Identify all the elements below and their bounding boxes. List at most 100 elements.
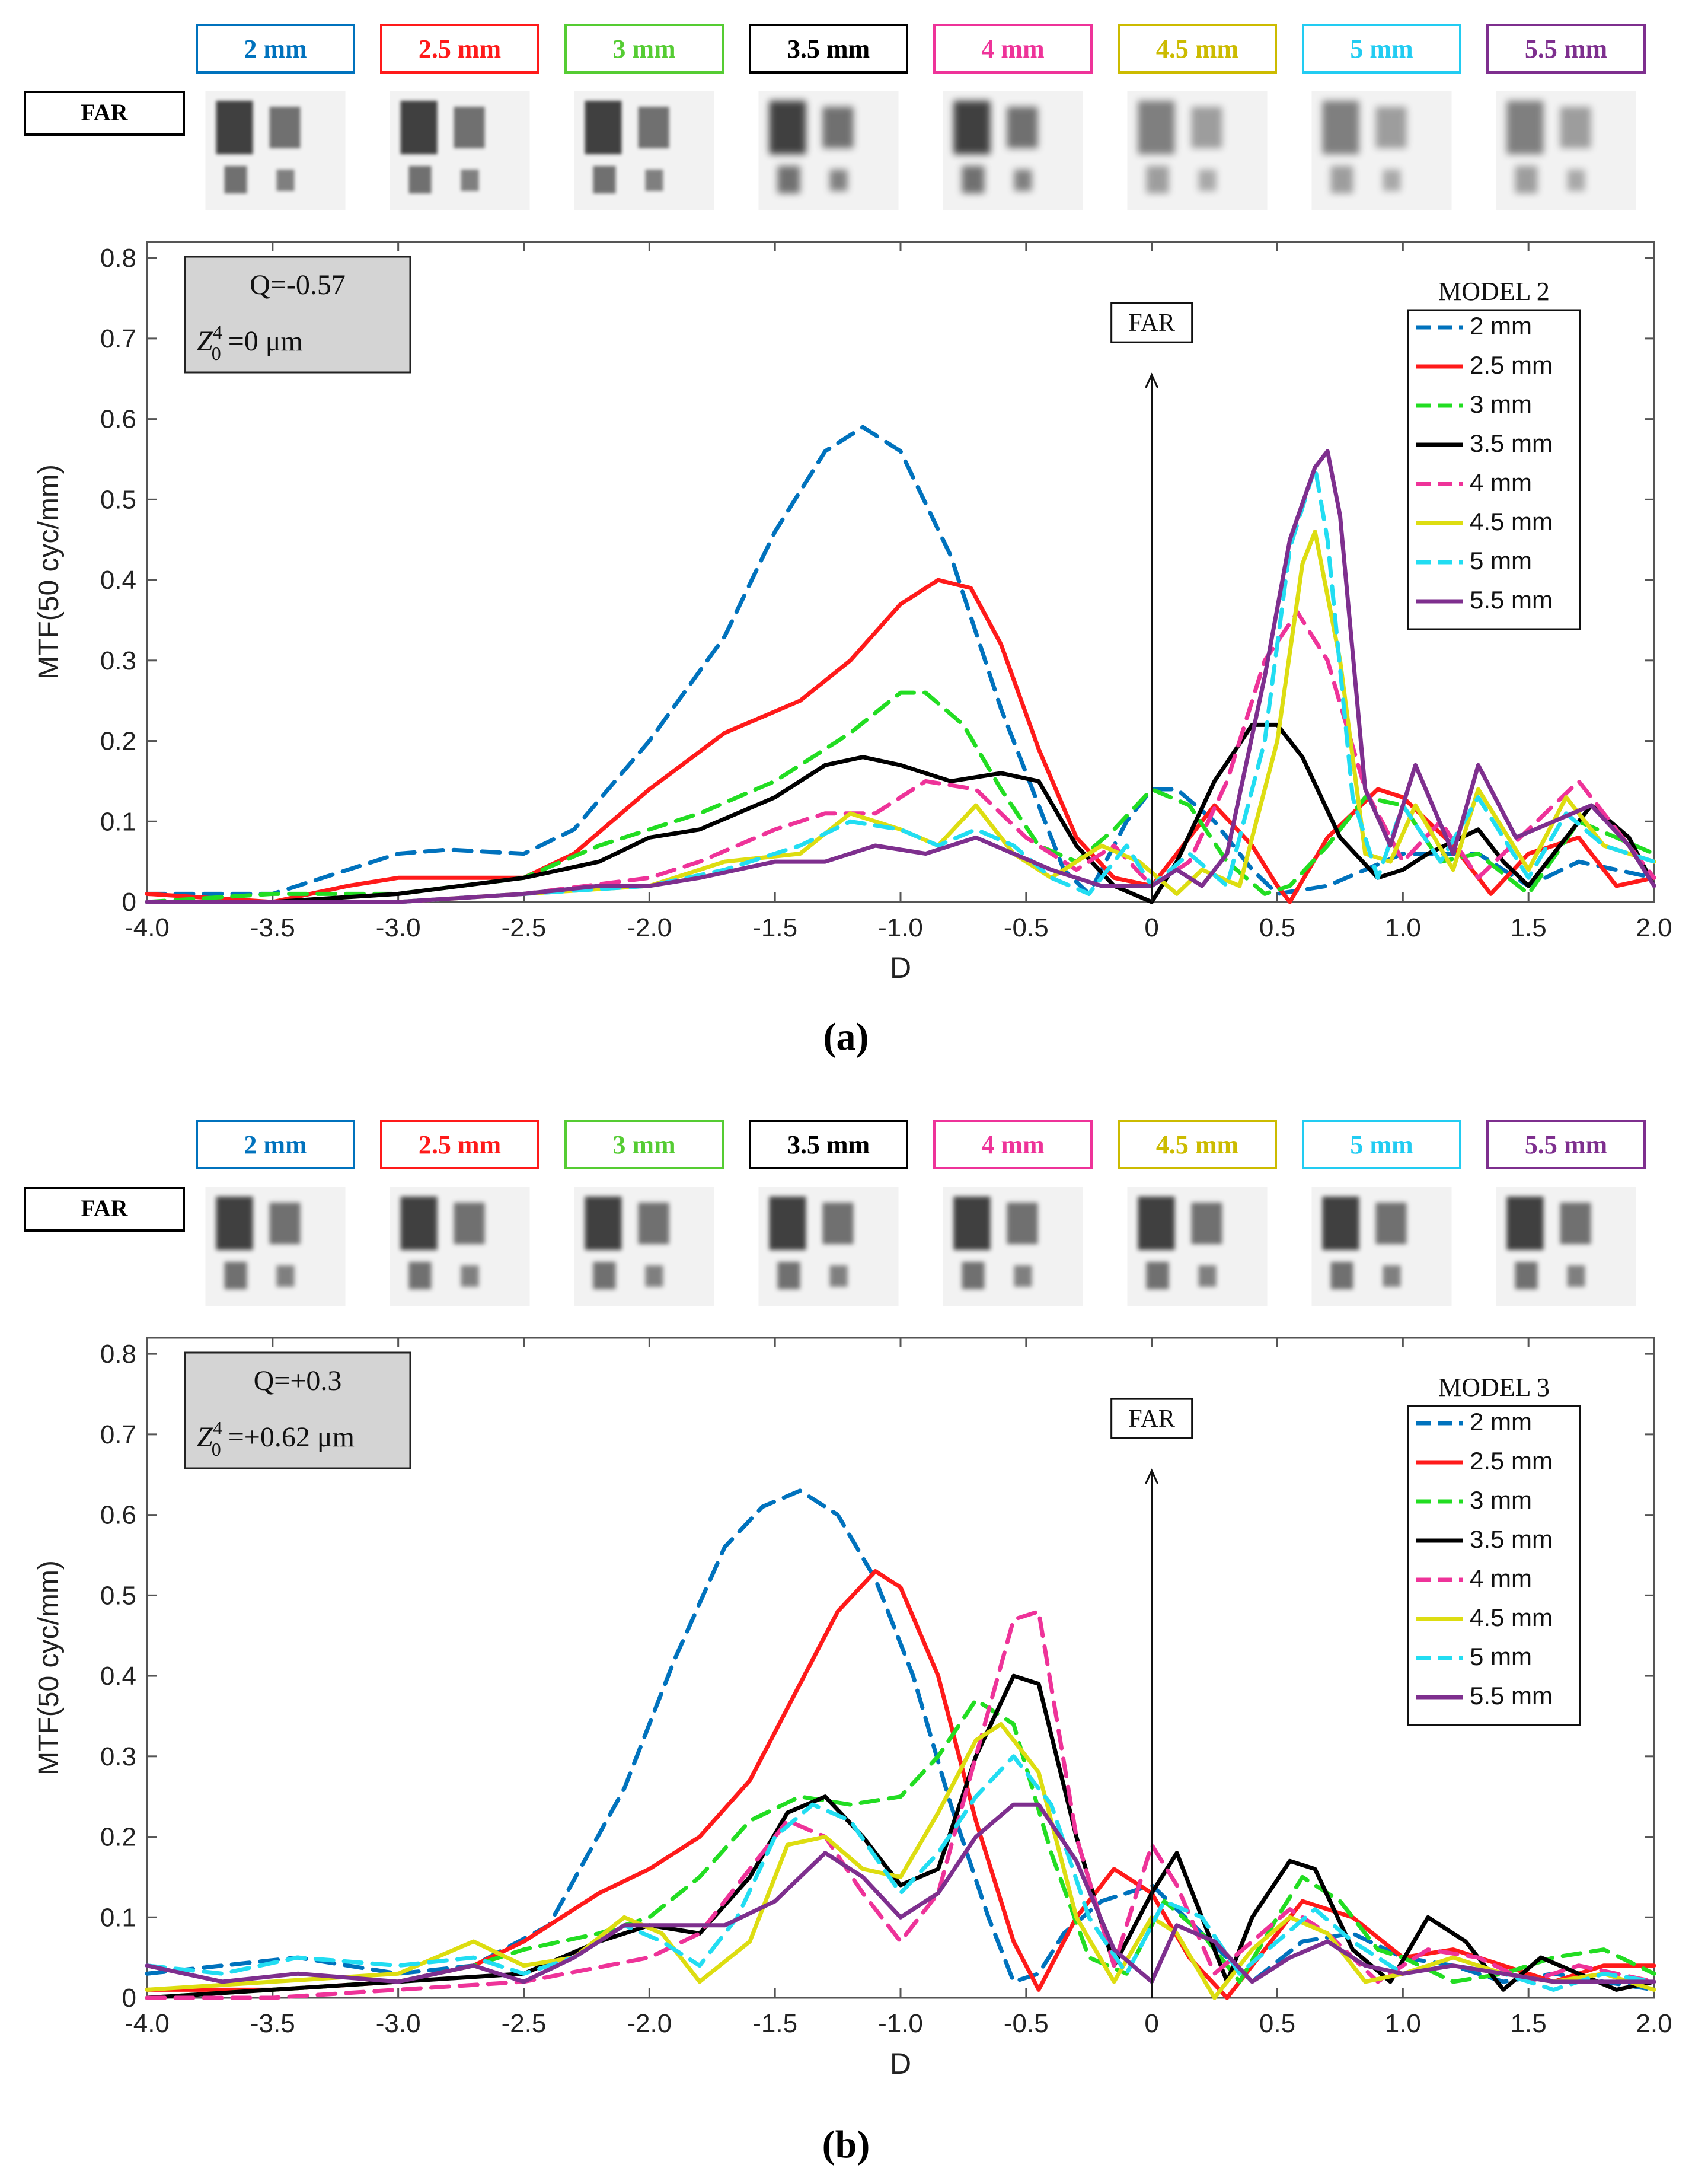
- aperture-box-2: [564, 1120, 724, 1169]
- x-tick-label: 0: [1144, 2009, 1158, 2038]
- optotype-thumbnail-1: [390, 91, 530, 210]
- optotype-thumbnail-3: [758, 91, 899, 210]
- optotype-thumbnail-7: [1496, 91, 1636, 210]
- optotype-thumbnail-2: [574, 91, 714, 210]
- aperture-label-4: 4 mm: [981, 1130, 1044, 1159]
- aperture-label-6: 5 mm: [1350, 34, 1413, 63]
- far-box-label-a: FAR: [81, 99, 128, 126]
- aperture-label-2: 3 mm: [612, 1130, 675, 1159]
- optotype-thumbnail-3: [758, 1187, 899, 1306]
- x-tick-label: 1.5: [1511, 913, 1547, 942]
- aperture-box-7: [1486, 24, 1646, 74]
- series-line-5-mm: [145, 1754, 1656, 1992]
- x-tick-label: 0.5: [1259, 2009, 1295, 2038]
- x-tick-label: 2.0: [1636, 2009, 1672, 2038]
- x-tick-label: -2.5: [502, 913, 547, 942]
- y-tick-label: 0.1: [100, 1903, 136, 1932]
- legend-label: 3 mm: [1470, 1486, 1532, 1514]
- far-marker-label: FAR: [1128, 1405, 1175, 1433]
- aperture-label-6: 5 mm: [1350, 1130, 1413, 1159]
- aperture-box-0: [196, 24, 355, 74]
- aperture-label-7: 5.5 mm: [1525, 34, 1607, 63]
- optotype-thumbnail-2: [574, 1187, 714, 1306]
- x-tick-label: -3.0: [376, 913, 421, 942]
- aperture-label-1: 2.5 mm: [419, 34, 501, 63]
- x-tick-label: -1.0: [878, 2009, 923, 2038]
- aperture-box-3: [749, 24, 908, 74]
- x-tick-label: 0: [1144, 913, 1158, 942]
- aperture-box-5: [1118, 24, 1277, 74]
- series-line-4-5-mm: [145, 530, 1656, 904]
- aperture-box-2: [564, 24, 724, 74]
- panel-b: 2 mm 2.5 mm 3 mm 3.5 mm 4 mm 4.5 mm 5 mm 5.5 mm…: [24, 1120, 1672, 2166]
- legend-label: 2 mm: [1470, 1408, 1532, 1436]
- optotype-thumbnail-1: [390, 1187, 530, 1306]
- y-tick-label: 0.7: [100, 324, 136, 353]
- optotype-thumbnail-0: [205, 1187, 346, 1306]
- aperture-header-a: 2 mm 2.5 mm 3 mm 3.5 mm 4 mm 4.5 mm 5 mm 5.5 mm: [196, 24, 1646, 210]
- panel-label-b: (b): [822, 2123, 870, 2166]
- model-label: MODEL 3: [1438, 1373, 1550, 1402]
- legend-label: 3.5 mm: [1470, 429, 1553, 457]
- aperture-box-1: [380, 24, 539, 74]
- x-tick-label: 0.5: [1259, 913, 1295, 942]
- x-axis-label: D: [890, 951, 911, 984]
- x-tick-label: -2.0: [627, 2009, 672, 2038]
- aperture-box-0: [196, 1120, 355, 1169]
- aperture-label-3: 3.5 mm: [787, 1130, 870, 1159]
- aperture-label-5: 4.5 mm: [1156, 1130, 1238, 1159]
- legend-box: [1407, 1405, 1581, 1726]
- aperture-box-1: [380, 1120, 539, 1169]
- y-tick-label: 0.4: [100, 1662, 136, 1691]
- series-line-4-mm: [145, 610, 1656, 904]
- legend-label: 2.5 mm: [1470, 1447, 1553, 1475]
- x-tick-label: -3.0: [376, 2009, 421, 2038]
- x-axis-label: D: [890, 2047, 911, 2080]
- model-label: MODEL 2: [1438, 277, 1550, 306]
- far-box-label-b: FAR: [81, 1195, 128, 1222]
- optotype-thumbnail-6: [1311, 1187, 1452, 1306]
- aperture-box-6: [1302, 24, 1461, 74]
- aperture-box-4: [933, 1120, 1093, 1169]
- y-tick-label: 0.6: [100, 405, 136, 434]
- y-axis-label: MTF(50 cyc/mm): [33, 464, 65, 680]
- aperture-label-4: 4 mm: [981, 34, 1044, 63]
- y-tick-label: 0: [122, 1984, 136, 2013]
- legend-label: 4.5 mm: [1470, 508, 1553, 535]
- aperture-box-5: [1118, 1120, 1277, 1169]
- y-tick-label: 0.3: [100, 646, 136, 675]
- y-tick-label: 0.1: [100, 807, 136, 836]
- x-tick-label: -1.5: [752, 913, 797, 942]
- q-value: Q=+0.3: [254, 1365, 342, 1397]
- far-marker-label: FAR: [1128, 310, 1175, 337]
- panel-label-a: (a): [823, 1015, 869, 1058]
- optotype-thumbnail-6: [1311, 91, 1452, 210]
- far-marker-box: [1110, 302, 1193, 343]
- series-line-2-mm: [145, 425, 1656, 896]
- mtf-plot-b: -4.0 -3.5 -3.0 -2.5 -2.0 -1.5 -1.0 -0.5 0 0.5 1.0 1…: [33, 1337, 1672, 2080]
- y-axis-label: MTF(50 cyc/mm): [33, 1560, 65, 1775]
- optotype-thumbnail-4: [943, 91, 1083, 210]
- series-line-5-5-mm: [145, 449, 1656, 904]
- optotype-thumbnail-5: [1127, 91, 1268, 210]
- y-tick-label: 0.3: [100, 1742, 136, 1771]
- aperture-box-3: [749, 1120, 908, 1169]
- info-box: [184, 1351, 411, 1469]
- y-tick-label: 0.4: [100, 566, 136, 595]
- optotype-thumbnail-0: [205, 91, 346, 210]
- aperture-box-4: [933, 24, 1093, 74]
- x-tick-label: 1.0: [1385, 913, 1421, 942]
- x-tick-label: -0.5: [1004, 913, 1049, 942]
- legend-box: [1407, 309, 1581, 630]
- legend-label: 3.5 mm: [1470, 1525, 1553, 1553]
- x-tick-label: -4.0: [124, 2009, 170, 2038]
- far-marker-arrowhead: [1145, 1468, 1159, 1484]
- optotype-thumbnail-7: [1496, 1187, 1636, 1306]
- aperture-label-1: 2.5 mm: [419, 1130, 501, 1159]
- aperture-header-b: 2 mm 2.5 mm 3 mm 3.5 mm 4 mm 4.5 mm 5 mm 5.5 mm: [196, 1120, 1646, 1306]
- x-tick-label: -2.5: [502, 2009, 547, 2038]
- y-tick-label: 0.6: [100, 1501, 136, 1530]
- y-tick-label: 0.5: [100, 485, 136, 514]
- far-marker-arrowhead: [1145, 372, 1159, 388]
